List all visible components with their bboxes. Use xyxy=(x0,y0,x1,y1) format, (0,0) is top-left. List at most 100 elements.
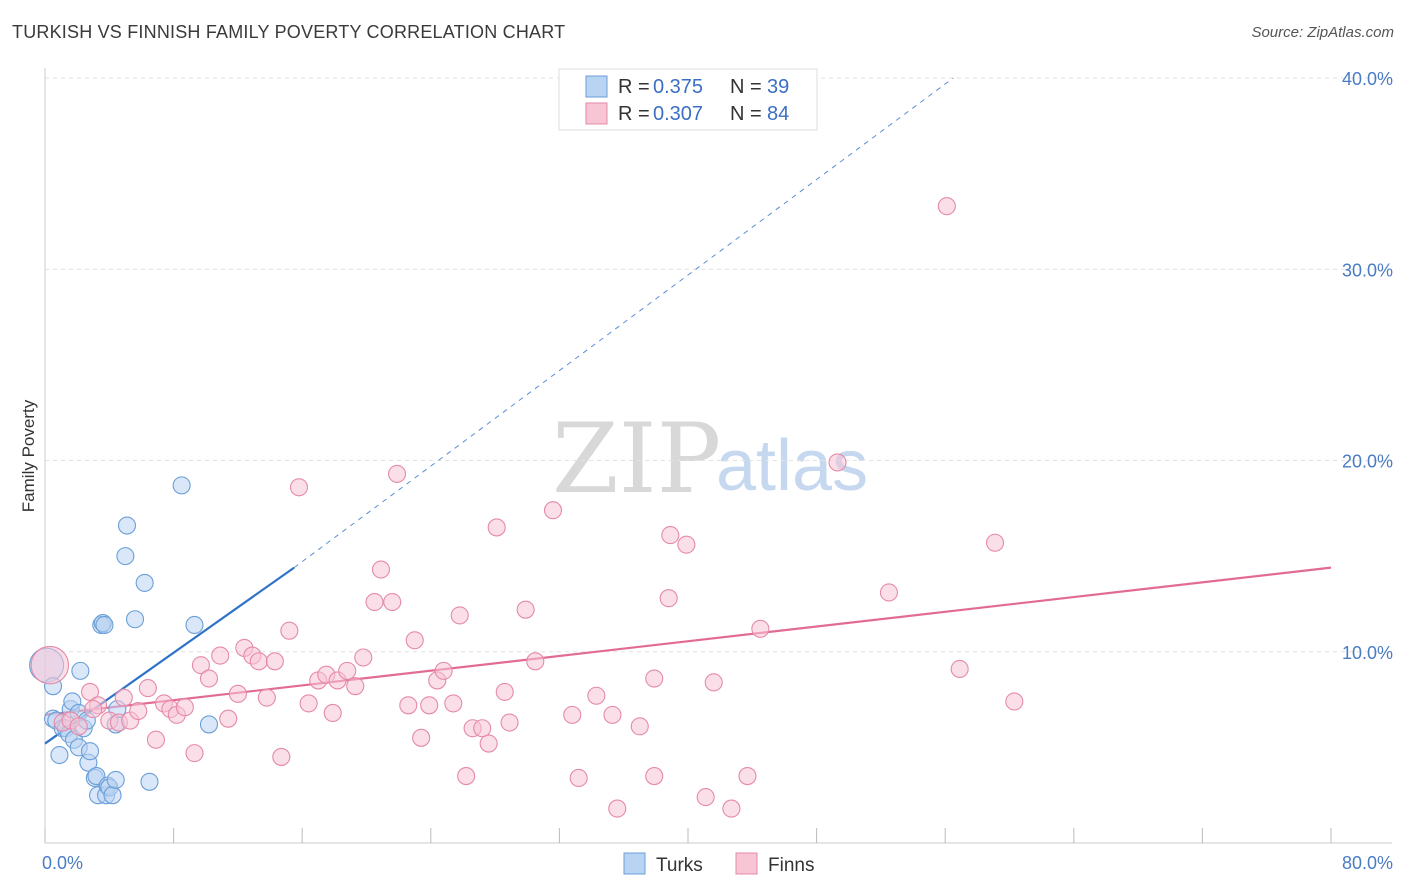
finns-point xyxy=(289,478,309,497)
finns-point xyxy=(457,767,476,786)
finns-point xyxy=(185,744,204,763)
legend-n-value: 39 xyxy=(767,76,789,98)
finns-point xyxy=(84,700,103,719)
finns-point xyxy=(526,652,545,671)
finns-point xyxy=(1005,692,1024,711)
turks-point xyxy=(172,476,191,495)
finns-point xyxy=(338,661,357,680)
finns-point xyxy=(420,696,439,715)
finns-point xyxy=(129,701,148,721)
turks-point xyxy=(140,772,159,791)
bottom-legend: Turks Finns xyxy=(623,852,814,876)
finns-point xyxy=(365,592,384,612)
finns-trend-line xyxy=(44,566,1332,716)
finns-point xyxy=(280,621,299,640)
finns-point xyxy=(346,677,365,696)
legend-swatch-turks xyxy=(585,75,608,98)
finns-point xyxy=(257,688,276,707)
turks-point xyxy=(125,610,145,629)
finns-point xyxy=(473,719,492,738)
finns-point xyxy=(738,767,757,786)
watermark-zip: ZIP xyxy=(552,403,721,515)
data-points xyxy=(29,197,1024,818)
y-axis-label: Family Poverty xyxy=(19,399,38,512)
finns-point xyxy=(299,694,318,713)
finns-point xyxy=(751,619,770,638)
turks-point xyxy=(106,770,125,789)
finns-point xyxy=(219,709,238,728)
finns-point xyxy=(272,747,291,766)
turks-point xyxy=(50,745,69,765)
y-tick-label: 20.0% xyxy=(1342,452,1393,472)
finns-point xyxy=(645,767,664,786)
legend-r-label: R = xyxy=(618,103,650,125)
finns-point xyxy=(479,734,498,753)
turks-point xyxy=(116,547,135,566)
legend: R = 0.375 N = 39 R = 0.307 N = 84 xyxy=(558,68,818,131)
bottom-legend-swatch-turks xyxy=(623,852,646,875)
y-tick-label: 10.0% xyxy=(1342,643,1393,663)
finns-point xyxy=(569,768,588,788)
finns-point xyxy=(146,730,165,749)
finns-point xyxy=(677,535,696,554)
finns-point xyxy=(69,717,88,736)
finns-point xyxy=(696,788,715,807)
finns-point xyxy=(444,694,463,713)
turks-point xyxy=(185,615,204,635)
legend-n-label: N = xyxy=(730,103,762,125)
finns-point xyxy=(354,648,373,667)
finns-point xyxy=(661,526,680,545)
turks-point xyxy=(95,615,114,635)
finns-point xyxy=(563,705,582,724)
chart-title: TURKISH VS FINNISH FAMILY POVERTY CORREL… xyxy=(12,22,566,42)
finns-point xyxy=(645,669,664,688)
finns-point xyxy=(323,703,342,723)
finns-point xyxy=(265,652,284,671)
x-tick-label: 80.0% xyxy=(1342,853,1393,873)
finns-point xyxy=(950,659,969,679)
gridlines xyxy=(45,77,1392,653)
finns-point xyxy=(879,583,898,602)
bottom-legend-swatch-finns xyxy=(735,852,758,875)
finns-point xyxy=(516,600,535,619)
finns-point xyxy=(249,652,268,671)
finns-point xyxy=(985,533,1005,552)
legend-n-label: N = xyxy=(730,76,762,98)
finns-point xyxy=(434,661,453,680)
finns-point xyxy=(450,606,469,625)
legend-n-value: 84 xyxy=(767,103,789,125)
legend-r-value: 0.375 xyxy=(653,76,703,98)
finns-point xyxy=(630,717,649,736)
turks-point xyxy=(135,573,154,592)
turks-point xyxy=(199,715,219,734)
x-tick-label: 0.0% xyxy=(42,853,83,873)
finns-point xyxy=(608,799,627,818)
finns-point xyxy=(228,684,247,703)
finns-point xyxy=(399,696,418,715)
watermark: ZIP atlas xyxy=(552,403,868,515)
finns-point xyxy=(383,592,402,612)
finns-point xyxy=(405,631,424,650)
finns-point xyxy=(587,686,606,705)
finns-point xyxy=(543,501,563,520)
finns-point xyxy=(191,656,210,675)
y-tick-label: 30.0% xyxy=(1342,260,1393,280)
legend-r-label: R = xyxy=(618,76,650,98)
turks-point xyxy=(117,516,137,535)
finns-point xyxy=(30,645,70,685)
finns-point xyxy=(603,705,622,724)
finns-point xyxy=(659,589,678,608)
finns-point xyxy=(722,799,741,818)
legend-swatch-finns xyxy=(585,102,608,125)
finns-point xyxy=(495,682,514,701)
y-tick-label: 40.0% xyxy=(1342,69,1393,89)
finns-point xyxy=(80,682,100,701)
bottom-legend-finns: Finns xyxy=(768,855,814,876)
finns-point xyxy=(138,679,157,698)
tick-labels: 10.0% 20.0% 30.0% 40.0% 0.0% 80.0% xyxy=(42,69,1393,873)
finns-point xyxy=(211,646,230,665)
finns-point xyxy=(828,453,847,472)
bottom-legend-turks: Turks xyxy=(656,855,703,876)
source-credit: Source: ZipAtlas.com xyxy=(1251,24,1394,41)
